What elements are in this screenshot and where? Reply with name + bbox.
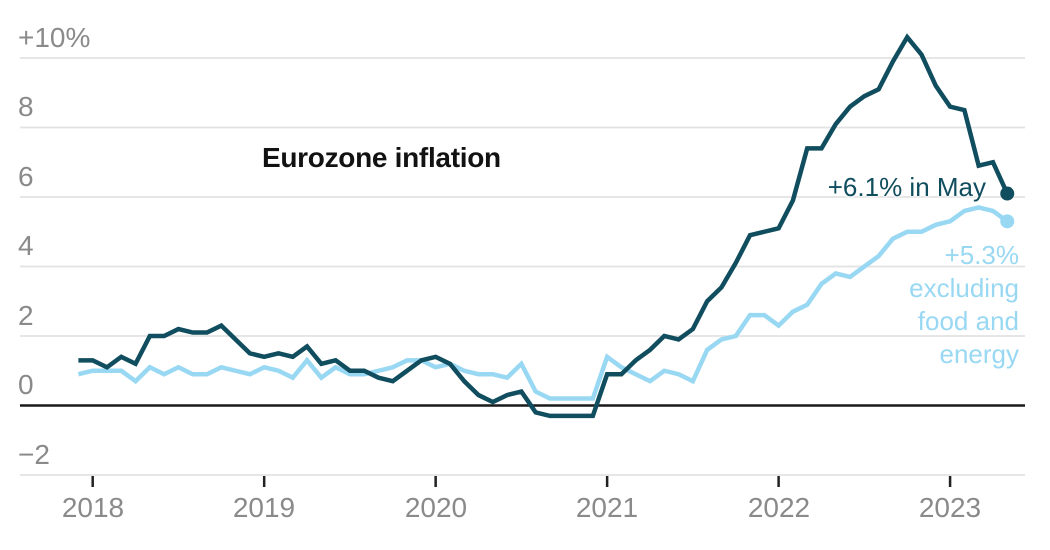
y-axis-tick-label: 6 — [18, 161, 34, 192]
core-annotation-line: +5.3% — [944, 240, 1019, 270]
series-line-core — [77, 205, 1009, 401]
x-axis-tick-label: 2021 — [575, 492, 639, 523]
x-axis-tick-label: 2019 — [232, 492, 296, 523]
y-axis-tick-label: 8 — [18, 91, 34, 122]
chart-title: Eurozone inflation — [262, 142, 501, 173]
y-axis-tick-label: 4 — [18, 230, 34, 261]
end-dot-core — [1000, 214, 1015, 229]
core-annotation-line: energy — [939, 339, 1020, 369]
headline-series-annotation: +6.1% in May — [827, 172, 986, 202]
series-line-headline — [78, 33, 1010, 419]
y-axis-tick-label: −2 — [18, 439, 50, 470]
core-annotation-line: excluding — [909, 273, 1019, 303]
x-axis-tick-label: 2023 — [918, 492, 982, 523]
y-axis-tick-label: +10% — [18, 22, 91, 53]
end-dot-headline — [1000, 186, 1015, 201]
core-series-annotation: +5.3% excluding food and energy — [909, 239, 1019, 371]
y-axis-tick-label: 0 — [18, 369, 34, 400]
y-axis-tick-label: 2 — [18, 300, 34, 331]
x-axis-tick-label: 2022 — [747, 492, 811, 523]
core-annotation-line: food and — [917, 306, 1019, 336]
x-axis-tick-label: 2018 — [61, 492, 125, 523]
x-axis-tick-label: 2020 — [404, 492, 468, 523]
